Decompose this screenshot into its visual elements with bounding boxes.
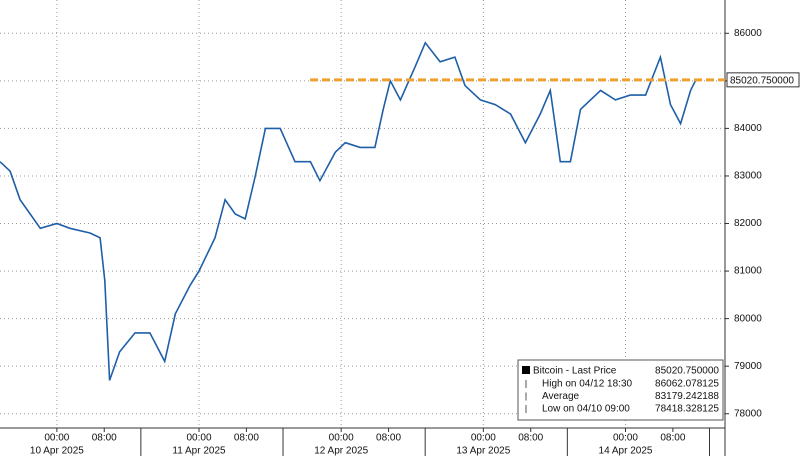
x-tick-label: 08:00 xyxy=(92,433,117,444)
x-tick-label: 08:00 xyxy=(660,433,685,444)
legend-value: 83179.242188 xyxy=(655,391,719,402)
legend-label: Low on 04/10 09:00 xyxy=(542,404,630,415)
legend-value: 78418.328125 xyxy=(655,404,719,415)
legend-box xyxy=(517,359,724,421)
y-tick-label: 82000 xyxy=(734,218,762,229)
x-tick-label: 00:00 xyxy=(329,433,354,444)
y-tick-label: 78000 xyxy=(734,408,762,419)
legend-label: Bitcoin - Last Price xyxy=(533,366,617,377)
y-tick-label: 84000 xyxy=(734,123,762,134)
date-label: 10 Apr 2025 xyxy=(30,446,84,456)
y-tick-label: 86000 xyxy=(734,28,762,39)
x-tick-label: 08:00 xyxy=(518,433,543,444)
price-line xyxy=(0,41,697,381)
legend-label: Average xyxy=(542,391,580,402)
x-tick-label: 08:00 xyxy=(234,433,259,444)
x-tick-label: 08:00 xyxy=(376,433,401,444)
y-tick-label: 83000 xyxy=(734,171,762,182)
date-label: 14 Apr 2025 xyxy=(599,446,653,456)
legend-swatch xyxy=(522,366,530,374)
y-tick-label: 81000 xyxy=(734,266,762,277)
date-label: 13 Apr 2025 xyxy=(456,446,510,456)
last-price-box xyxy=(726,72,800,88)
date-label: 11 Apr 2025 xyxy=(172,446,226,456)
x-tick-label: 00:00 xyxy=(613,433,638,444)
x-tick-label: 00:00 xyxy=(44,433,69,444)
legend-value: 85020.750000 xyxy=(655,366,719,377)
legend-label: High on 04/12 18:30 xyxy=(542,379,633,390)
legend-value: 86062.078125 xyxy=(655,379,719,390)
y-tick-label: 80000 xyxy=(734,313,762,324)
date-label: 12 Apr 2025 xyxy=(314,446,368,456)
last-price-label: 85020.750000 xyxy=(730,75,794,86)
x-tick-label: 00:00 xyxy=(471,433,496,444)
y-tick-label: 79000 xyxy=(734,361,762,372)
legend: Bitcoin - Last Price 85020.750000 High on … xyxy=(517,359,724,421)
x-tick-label: 00:00 xyxy=(187,433,212,444)
